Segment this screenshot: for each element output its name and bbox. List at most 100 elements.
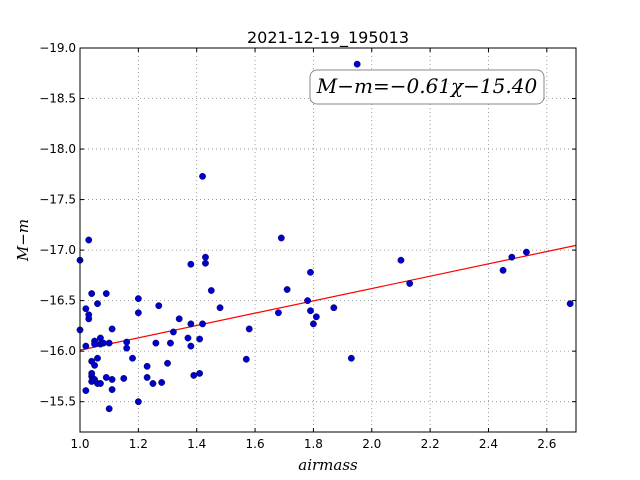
- annotation-box: [309, 69, 545, 105]
- grid: [79, 47, 576, 432]
- data-point: [82, 387, 90, 394]
- fit-annotation: M−m=−0.61χ−15.40: [309, 69, 545, 105]
- data-point: [307, 307, 314, 315]
- data-point: [123, 344, 131, 352]
- data-point: [202, 253, 209, 261]
- y-axis-label: M−m: [14, 219, 32, 262]
- x-tick-label: 1.6: [246, 437, 265, 451]
- y-tick-label: −17.5: [39, 193, 76, 207]
- data-point: [508, 253, 516, 261]
- data-point: [274, 309, 282, 317]
- data-point: [88, 290, 96, 297]
- data-point: [102, 290, 110, 297]
- data-point: [347, 354, 355, 362]
- x-tick-label: 2.2: [421, 437, 440, 451]
- data-point: [307, 268, 314, 276]
- chart-title: 2021-12-19_195013: [247, 28, 409, 48]
- data-point: [108, 376, 116, 383]
- data-point: [277, 234, 285, 242]
- data-point: [187, 260, 195, 268]
- x-tick-label: 2.6: [537, 437, 556, 451]
- x-tick-label: 2.4: [479, 437, 498, 451]
- data-point: [312, 313, 320, 321]
- y-tick-label: −16.5: [39, 294, 76, 308]
- x-tick-label: 1.2: [129, 437, 148, 451]
- data-point: [196, 369, 204, 377]
- data-point: [85, 236, 93, 244]
- data-point: [94, 300, 101, 308]
- data-point: [310, 320, 317, 328]
- data-point: [158, 379, 166, 386]
- data-point: [196, 335, 204, 343]
- data-point: [149, 380, 157, 387]
- data-point: [143, 374, 151, 381]
- data-point: [85, 315, 93, 323]
- data-point: [216, 304, 224, 312]
- data-point: [187, 342, 195, 350]
- x-tick-label: 1.0: [70, 437, 89, 451]
- data-point: [330, 304, 338, 312]
- data-point: [91, 361, 98, 369]
- axis-ticks: 1.0 1.2 1.4 1.6 1.8 2.0 2.2 2.4 2.6 −15.5 −16.0 −16…: [39, 41, 576, 451]
- data-point: [175, 315, 183, 323]
- data-point: [353, 60, 361, 68]
- data-point: [91, 340, 98, 348]
- x-tick-label: 2.0: [362, 437, 381, 451]
- data-point: [129, 354, 136, 362]
- data-point: [283, 286, 291, 293]
- data-point: [123, 338, 131, 346]
- data-point: [82, 305, 90, 313]
- y-tick-label: −18.5: [39, 92, 76, 106]
- x-tick-label: 1.8: [304, 437, 323, 451]
- data-point: [97, 380, 104, 387]
- data-point: [97, 334, 104, 342]
- data-point: [169, 328, 177, 336]
- data-point: [134, 309, 142, 317]
- data-point: [102, 374, 110, 381]
- data-point: [523, 248, 530, 256]
- x-tick-label: 1.4: [187, 437, 206, 451]
- data-point: [108, 386, 116, 393]
- data-point: [134, 295, 142, 303]
- x-axis-label: airmass: [298, 456, 358, 474]
- data-point: [397, 256, 405, 264]
- data-point: [164, 359, 171, 367]
- y-tick-label: −18.0: [39, 142, 76, 156]
- data-point: [207, 287, 215, 294]
- fit-line-group: [79, 244, 577, 351]
- data-point: [105, 405, 113, 413]
- y-tick-label: −17.0: [39, 243, 76, 257]
- data-point: [82, 342, 90, 350]
- data-point: [105, 339, 113, 347]
- data-point: [108, 325, 116, 333]
- y-tick-label: −16.0: [39, 344, 76, 358]
- data-points: [76, 60, 574, 413]
- data-point: [199, 320, 206, 328]
- data-point: [155, 302, 163, 310]
- data-point: [202, 259, 209, 267]
- data-point: [88, 369, 96, 377]
- y-tick-label: −15.5: [39, 395, 76, 409]
- data-point: [143, 362, 151, 370]
- y-tick-label: −19.0: [39, 41, 76, 55]
- data-point: [120, 375, 128, 382]
- annotation-text: M−m=−0.61χ−15.40: [316, 74, 538, 98]
- plot-frame: [79, 47, 577, 433]
- data-point: [94, 354, 101, 362]
- data-point: [304, 297, 311, 305]
- data-point: [190, 372, 198, 379]
- data-point: [152, 339, 160, 347]
- data-point: [499, 266, 507, 274]
- data-point: [99, 339, 107, 347]
- data-point: [184, 334, 192, 342]
- data-point: [167, 339, 174, 347]
- data-point: [406, 280, 414, 287]
- data-point: [199, 172, 206, 180]
- data-point: [242, 355, 250, 363]
- data-point: [134, 398, 142, 406]
- data-point: [566, 300, 574, 308]
- fit-line: [79, 244, 577, 351]
- data-point: [245, 325, 253, 333]
- data-point: [187, 320, 195, 328]
